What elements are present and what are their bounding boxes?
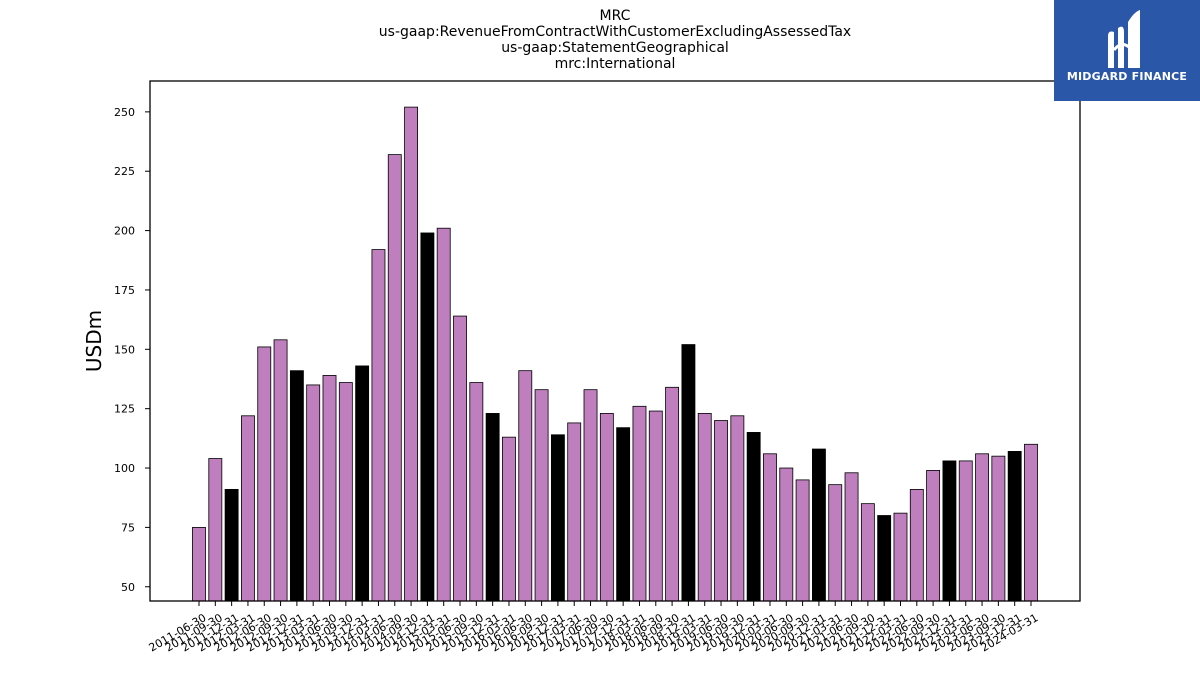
logo-mark-icon: [1108, 10, 1140, 69]
y-tick-label: 150: [114, 343, 135, 356]
bar-2023-06-30: [975, 453, 989, 602]
bar-2021-09-30: [860, 503, 875, 602]
bar-2017-09-30: [599, 413, 614, 602]
bar-2023-12-31: [1007, 451, 1022, 602]
title-line-3: us-gaap:StatementGeographical: [501, 40, 729, 56]
bar-2011-12-31: [224, 488, 239, 602]
bar-2020-06-30: [779, 467, 794, 602]
y-axis: 50 75 100 125 150 175 200 225 250: [114, 106, 150, 594]
bar-2019-03-31: [697, 413, 712, 602]
bar-2014-06-30: [387, 154, 402, 602]
bar-2011-06-30: [192, 526, 206, 602]
bar-2018-12-31: [681, 344, 696, 602]
bar-2021-03-31: [828, 484, 843, 602]
midgard-finance-logo: MIDGARD FINANCE: [1054, 0, 1200, 101]
bar-2022-03-31: [893, 512, 908, 602]
bar-2012-12-31: [289, 370, 304, 602]
bar-2015-06-30: [453, 315, 467, 602]
bar-2018-09-30: [665, 386, 680, 602]
y-tick-label: 125: [114, 403, 135, 416]
bar-2020-09-30: [795, 479, 810, 602]
bar-2023-09-30: [991, 455, 1006, 602]
bar-2012-09-30: [273, 339, 288, 602]
bar-2016-06-30: [518, 370, 533, 602]
bar-2014-12-31: [420, 232, 435, 602]
bar-2013-03-31: [306, 384, 321, 602]
bar-2011-09-30: [208, 458, 223, 602]
bar-2019-09-30: [730, 415, 745, 602]
plot-frame: [149, 80, 1081, 602]
y-tick-label: 225: [114, 165, 135, 178]
x-axis: 2011-06-302011-09-302011-12-312012-03-31…: [147, 601, 1041, 654]
y-tick-label: 100: [114, 462, 135, 475]
bar-2022-09-30: [926, 470, 941, 602]
bar-2015-03-31: [436, 227, 451, 602]
bar-2019-06-30: [714, 420, 728, 602]
bar-2013-06-30: [322, 375, 337, 602]
bar-2021-06-30: [844, 472, 859, 602]
bar-2021-12-31: [877, 515, 892, 602]
bar-2016-03-31: [502, 436, 516, 602]
y-axis-label: USDm: [82, 310, 106, 372]
y-tick-label: 250: [114, 106, 135, 119]
bar-2012-06-30: [257, 346, 272, 602]
bar-2013-12-31: [355, 365, 370, 602]
bar-2023-03-31: [958, 460, 973, 602]
bar-2015-09-30: [469, 382, 484, 602]
bar-2017-12-31: [616, 427, 631, 602]
bar-2020-03-31: [763, 453, 777, 602]
bar-2013-09-30: [338, 382, 353, 602]
y-tick-label: 75: [121, 521, 135, 534]
title-line-2: us-gaap:RevenueFromContractWithCustomerE…: [379, 24, 851, 40]
bar-2015-12-31: [485, 413, 500, 602]
bar-2020-12-31: [812, 448, 826, 602]
bar-2014-09-30: [404, 106, 418, 602]
bar-2017-03-31: [567, 422, 582, 602]
y-tick-label: 175: [114, 284, 135, 297]
bar-2018-03-31: [632, 405, 647, 602]
logo-text: MIDGARD FINANCE: [1066, 70, 1188, 83]
bar-2019-12-31: [746, 432, 761, 602]
title-line-1: MRC: [600, 8, 631, 24]
bar-2016-12-31: [550, 434, 565, 602]
chart-title: MRC us-gaap:RevenueFromContractWithCusto…: [379, 8, 851, 72]
bar-2018-06-30: [648, 410, 663, 602]
bar-2024-03-31: [1024, 443, 1038, 602]
bar-2022-06-30: [909, 488, 924, 602]
bar-2014-03-31: [371, 249, 386, 602]
title-line-4: mrc:International: [555, 56, 676, 72]
bars-group: [192, 106, 1038, 602]
y-tick-label: 50: [121, 581, 135, 594]
bar-2017-06-30: [583, 389, 598, 602]
y-tick-label: 200: [114, 225, 135, 238]
bar-2016-09-30: [534, 389, 549, 602]
bar-2022-12-31: [942, 460, 957, 602]
bar-2012-03-31: [241, 415, 255, 602]
